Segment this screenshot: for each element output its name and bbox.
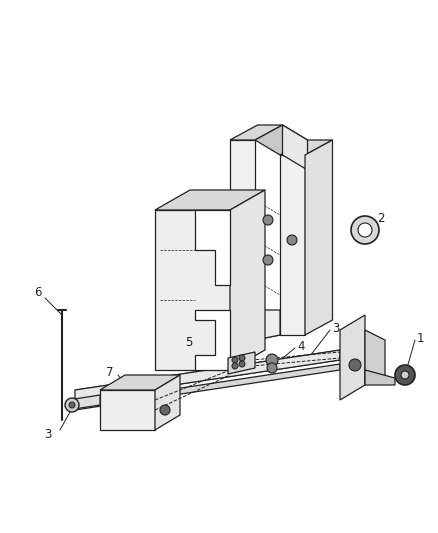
Text: 2: 2	[377, 212, 385, 224]
Circle shape	[232, 363, 238, 369]
Polygon shape	[100, 375, 180, 390]
Polygon shape	[365, 370, 395, 385]
Polygon shape	[365, 330, 385, 385]
Polygon shape	[340, 315, 365, 400]
Text: 6: 6	[34, 287, 42, 300]
Polygon shape	[255, 125, 307, 155]
Polygon shape	[75, 350, 340, 400]
Text: 3: 3	[332, 321, 339, 335]
Polygon shape	[195, 310, 230, 370]
Polygon shape	[280, 140, 332, 155]
Circle shape	[239, 355, 245, 361]
Circle shape	[287, 235, 297, 245]
Circle shape	[266, 354, 278, 366]
Polygon shape	[230, 140, 255, 340]
Text: 1: 1	[417, 332, 424, 344]
Polygon shape	[68, 395, 100, 410]
Polygon shape	[75, 364, 340, 410]
Polygon shape	[100, 390, 155, 430]
Circle shape	[65, 398, 79, 412]
Polygon shape	[283, 125, 307, 170]
Text: 7: 7	[106, 366, 114, 378]
Polygon shape	[195, 210, 230, 285]
Circle shape	[395, 365, 415, 385]
Circle shape	[267, 363, 277, 373]
Polygon shape	[255, 310, 280, 340]
Polygon shape	[228, 352, 255, 374]
Circle shape	[160, 405, 170, 415]
Polygon shape	[155, 375, 180, 430]
Polygon shape	[155, 190, 265, 210]
Circle shape	[349, 359, 361, 371]
Text: 5: 5	[186, 336, 193, 350]
Text: 4: 4	[297, 340, 304, 352]
Polygon shape	[155, 210, 230, 370]
Polygon shape	[305, 140, 332, 335]
Circle shape	[232, 357, 238, 363]
Circle shape	[401, 371, 409, 379]
Polygon shape	[280, 155, 305, 335]
Polygon shape	[230, 125, 283, 140]
Circle shape	[69, 402, 75, 408]
Polygon shape	[230, 190, 265, 370]
Circle shape	[351, 216, 379, 244]
Circle shape	[239, 361, 245, 367]
Text: 3: 3	[44, 429, 52, 441]
Circle shape	[263, 255, 273, 265]
Circle shape	[358, 223, 372, 237]
Circle shape	[263, 215, 273, 225]
